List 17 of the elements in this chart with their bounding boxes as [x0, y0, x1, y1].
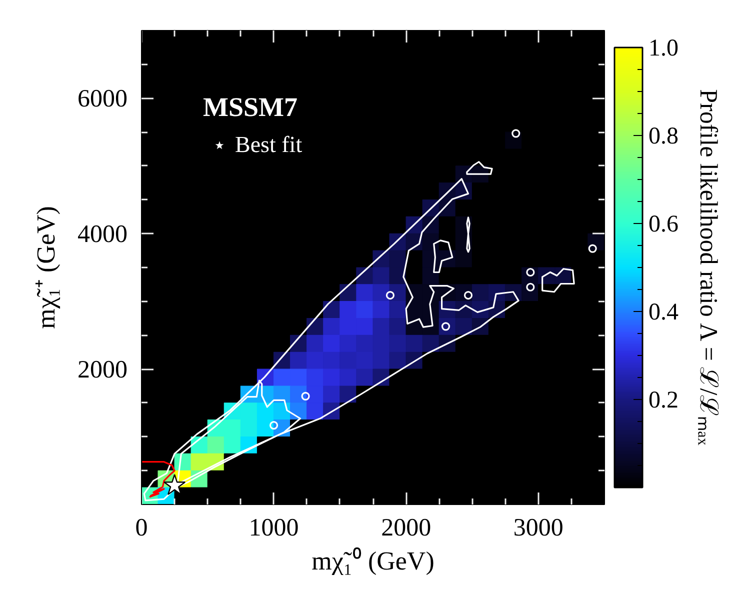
color-bar-label: 1.0 [648, 36, 678, 62]
color-bar-label: 0.8 [648, 124, 678, 150]
x-tick-label: 2000 [381, 514, 432, 542]
color-bar-title: Profile likelihood ratio Λ = ℒ/ℒₘₐₓ [694, 89, 722, 446]
y-tick-label: 6000 [78, 86, 128, 113]
x-tick-label: 1000 [248, 514, 299, 542]
x-axis-title: mχ̃₁⁰ (GeV) [312, 546, 434, 576]
color-bar-label: 0.2 [648, 388, 678, 414]
x-tick-label: 3000 [513, 514, 564, 542]
y-axis-title: mχ̃₁⁺ (GeV) [32, 206, 60, 329]
legend-label: Best fit [235, 132, 302, 158]
color-bar-label: 0.6 [648, 212, 678, 238]
x-tick-label: 0 [135, 514, 148, 542]
legend-title: MSSM7 [203, 92, 298, 123]
y-tick-label: 4000 [78, 221, 128, 248]
color-bar-label: 0.4 [648, 300, 678, 326]
y-tick-label: 2000 [78, 356, 128, 384]
